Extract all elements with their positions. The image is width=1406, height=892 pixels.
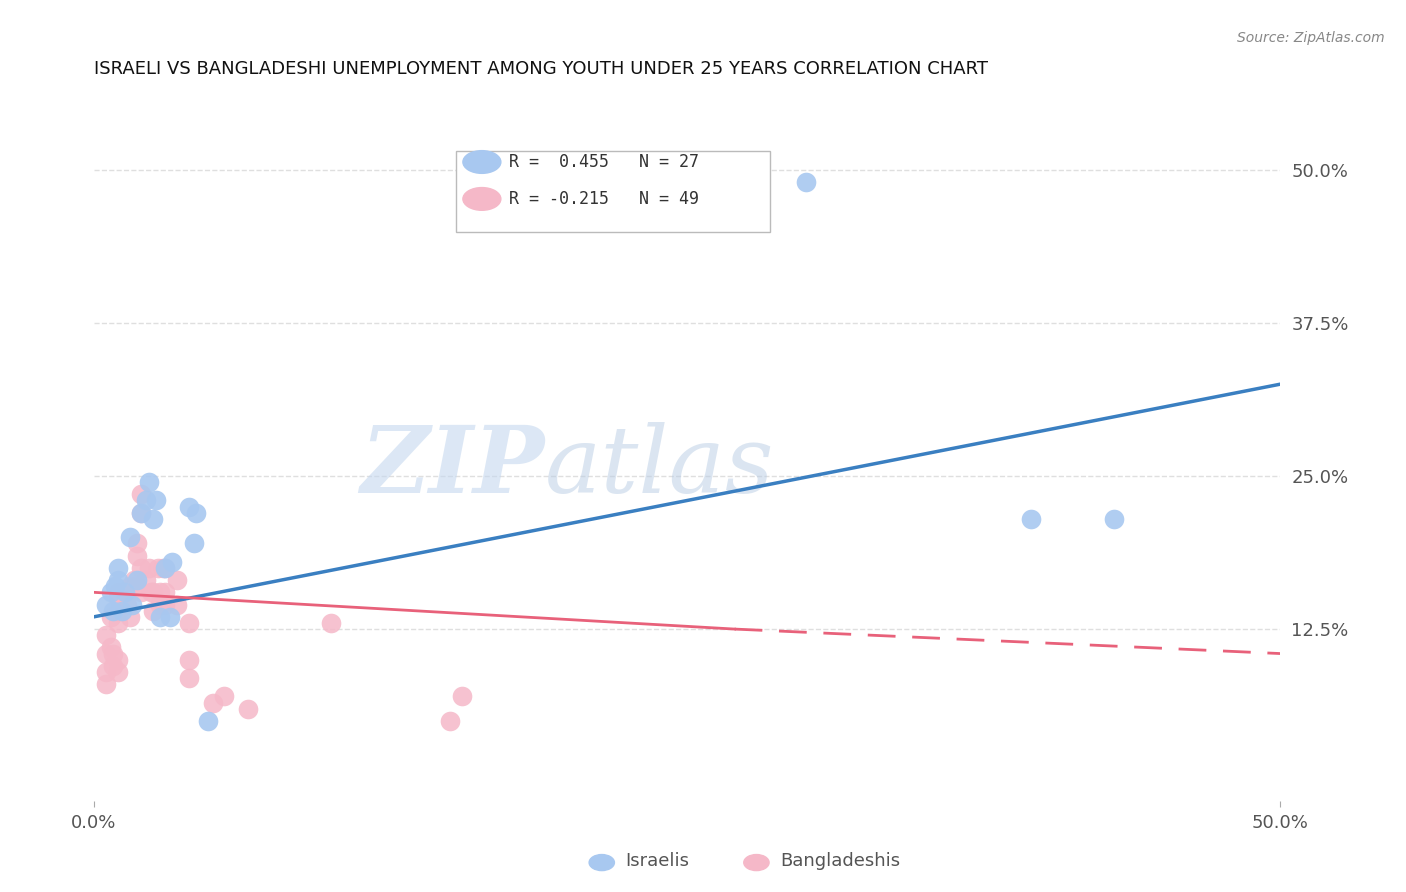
Point (153, 561, 176, 575)
Text: Israelis: Israelis (626, 852, 690, 870)
Point (107, 573, 129, 587)
Text: Source: ZipAtlas.com: Source: ZipAtlas.com (1237, 31, 1385, 45)
Circle shape (463, 187, 501, 211)
Point (138, 475, 160, 489)
Point (1102, 512, 1125, 526)
Point (214, 690, 236, 704)
Point (107, 604, 129, 618)
Point (131, 561, 153, 575)
Point (94, 665, 117, 679)
Text: atlas: atlas (544, 422, 775, 512)
Text: ZIP: ZIP (360, 422, 544, 512)
Point (94, 677, 117, 691)
Point (794, 175, 817, 189)
Point (101, 647, 124, 661)
Point (94, 598, 117, 612)
Point (142, 604, 165, 618)
Point (100, 610, 122, 624)
Point (153, 561, 176, 575)
Point (177, 671, 200, 685)
Point (135, 573, 157, 587)
Point (201, 696, 224, 710)
Point (166, 573, 188, 587)
Point (149, 610, 172, 624)
Point (107, 653, 129, 667)
Point (153, 598, 176, 612)
Text: ISRAELI VS BANGLADESHI UNEMPLOYMENT AMONG YOUTH UNDER 25 YEARS CORRELATION CHART: ISRAELI VS BANGLADESHI UNEMPLOYMENT AMON… (94, 60, 988, 78)
Point (122, 573, 145, 587)
FancyBboxPatch shape (456, 151, 770, 232)
Point (114, 585, 136, 599)
Point (166, 598, 188, 612)
Point (101, 658, 124, 673)
Point (101, 604, 124, 618)
Point (125, 579, 148, 593)
Point (146, 561, 169, 575)
Point (115, 598, 138, 612)
Point (94, 628, 117, 642)
Point (177, 615, 200, 630)
Point (125, 573, 148, 587)
Point (149, 598, 172, 612)
Point (145, 493, 167, 508)
Point (1019, 512, 1042, 526)
Point (107, 615, 129, 630)
Point (121, 598, 143, 612)
Point (135, 493, 157, 508)
Point (114, 585, 136, 599)
Point (107, 665, 129, 679)
Text: R = -0.215   N = 49: R = -0.215 N = 49 (509, 190, 699, 208)
Point (107, 591, 129, 606)
Point (131, 487, 153, 501)
Point (139, 585, 162, 599)
Point (118, 530, 141, 544)
Point (94, 647, 117, 661)
Point (152, 561, 174, 575)
Circle shape (463, 151, 501, 173)
Point (107, 585, 129, 599)
Point (450, 690, 472, 704)
Point (238, 701, 260, 715)
Point (142, 585, 165, 599)
Point (149, 585, 172, 599)
Point (131, 585, 153, 599)
Text: Bangladeshis: Bangladeshis (780, 852, 900, 870)
Point (118, 579, 141, 593)
Point (184, 506, 207, 520)
Point (131, 506, 153, 520)
Point (142, 512, 165, 526)
Point (100, 640, 122, 655)
Point (125, 536, 148, 550)
Point (107, 561, 129, 575)
Point (197, 714, 219, 728)
Point (111, 604, 134, 618)
Point (439, 714, 461, 728)
Point (118, 610, 141, 624)
Text: R =  0.455   N = 27: R = 0.455 N = 27 (509, 153, 699, 171)
Point (138, 561, 160, 575)
Point (125, 549, 148, 563)
Point (177, 500, 200, 514)
Point (104, 579, 127, 593)
Point (160, 555, 183, 569)
Point (177, 653, 200, 667)
Point (153, 585, 176, 599)
Point (183, 536, 205, 550)
Point (321, 615, 343, 630)
Point (159, 610, 181, 624)
Point (100, 585, 122, 599)
Point (131, 506, 153, 520)
